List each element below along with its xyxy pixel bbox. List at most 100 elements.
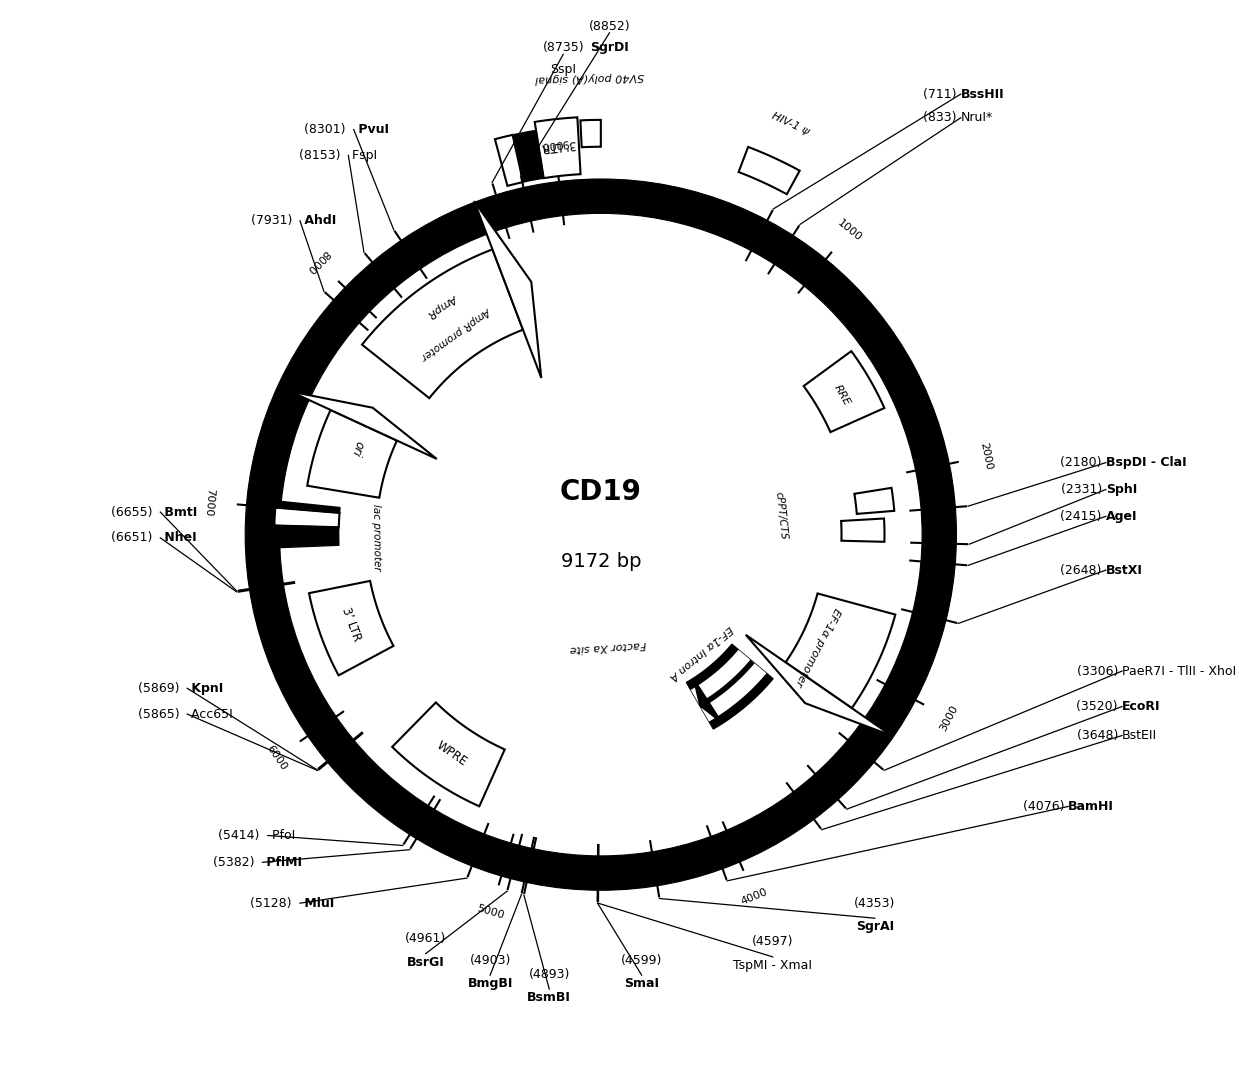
Text: BstXI: BstXI: [1106, 564, 1142, 577]
Text: lac promoter: lac promoter: [370, 504, 382, 571]
Text: AmpR: AmpR: [426, 292, 460, 320]
Text: (7931): (7931): [250, 215, 300, 228]
Polygon shape: [291, 392, 436, 459]
Text: (5414): (5414): [218, 829, 268, 842]
Text: (2648): (2648): [1061, 564, 1106, 577]
Text: KpnI: KpnI: [187, 681, 223, 694]
Text: 7000: 7000: [203, 488, 216, 516]
Text: 3’ LTR: 3’ LTR: [339, 606, 363, 644]
Text: EcoRI: EcoRI: [1123, 700, 1161, 713]
Text: NruI*: NruI*: [960, 111, 992, 124]
Polygon shape: [494, 135, 523, 186]
Text: (711): (711): [923, 87, 960, 100]
Text: 8000: 8000: [305, 248, 331, 275]
Text: (5865): (5865): [138, 707, 187, 720]
Text: 4000: 4000: [740, 887, 769, 907]
Polygon shape: [841, 518, 885, 542]
Text: (4893): (4893): [529, 968, 570, 981]
Polygon shape: [694, 678, 722, 724]
Polygon shape: [362, 249, 523, 399]
Text: SphI: SphI: [1106, 483, 1137, 496]
Text: 6000: 6000: [265, 743, 289, 772]
Polygon shape: [746, 635, 892, 735]
Polygon shape: [475, 201, 541, 378]
Text: SmaI: SmaI: [624, 977, 659, 990]
Text: cPPT/CTS: cPPT/CTS: [774, 491, 789, 540]
Text: (6651): (6651): [112, 531, 160, 544]
Text: ori: ori: [348, 438, 366, 458]
Text: (5382): (5382): [213, 855, 263, 868]
Polygon shape: [580, 120, 601, 147]
Text: 9172 bp: 9172 bp: [560, 552, 641, 571]
Text: (2180): (2180): [1061, 456, 1106, 469]
Polygon shape: [274, 526, 339, 548]
Text: PfoI: PfoI: [268, 829, 295, 842]
Polygon shape: [855, 488, 895, 514]
Polygon shape: [804, 351, 885, 432]
Text: (4076): (4076): [1022, 800, 1068, 813]
Text: (8735): (8735): [543, 41, 584, 54]
Text: BssHII: BssHII: [960, 87, 1005, 100]
Text: BstEII: BstEII: [1123, 729, 1157, 742]
Text: TspMI - XmaI: TspMI - XmaI: [733, 959, 813, 972]
Text: (4597): (4597): [752, 935, 793, 948]
Polygon shape: [309, 581, 394, 675]
Text: AgeI: AgeI: [1106, 510, 1137, 523]
Text: 5000: 5000: [476, 904, 506, 921]
Text: (6655): (6655): [110, 505, 160, 518]
Polygon shape: [686, 645, 773, 729]
Text: (2331): (2331): [1061, 483, 1106, 496]
Text: (8301): (8301): [305, 123, 353, 136]
Text: 1000: 1000: [835, 217, 864, 243]
Text: AmpR promoter: AmpR promoter: [419, 305, 492, 362]
Polygon shape: [245, 179, 957, 890]
Polygon shape: [738, 147, 799, 194]
Polygon shape: [275, 501, 339, 513]
Text: EF-1α Intron A: EF-1α Intron A: [667, 624, 733, 683]
Text: Acc65I: Acc65I: [187, 707, 233, 720]
Text: (4961): (4961): [405, 932, 446, 945]
Text: HIV-1 ψ: HIV-1 ψ: [769, 111, 810, 137]
Text: PaeR7I - TlII - XhoI: PaeR7I - TlII - XhoI: [1123, 664, 1237, 677]
Text: 3000: 3000: [938, 703, 960, 732]
Polygon shape: [307, 410, 396, 498]
Text: BsmBI: BsmBI: [528, 991, 571, 1004]
Text: 9000: 9000: [540, 137, 569, 151]
Text: EF-1α promoter: EF-1α promoter: [793, 606, 841, 688]
Text: 3' LTR: 3' LTR: [541, 137, 577, 154]
Text: (5869): (5869): [138, 681, 187, 694]
Text: FspI: FspI: [348, 149, 378, 162]
Polygon shape: [274, 508, 339, 527]
Text: (5128): (5128): [250, 896, 300, 909]
Text: (4599): (4599): [621, 954, 663, 967]
Polygon shape: [514, 131, 544, 181]
Text: BspDI - ClaI: BspDI - ClaI: [1106, 456, 1187, 469]
Text: BamHI: BamHI: [1068, 800, 1114, 813]
Text: (8852): (8852): [589, 19, 631, 32]
Text: BmtI: BmtI: [160, 505, 197, 518]
Text: SgrDI: SgrDI: [590, 41, 629, 54]
Text: (4903): (4903): [470, 954, 510, 967]
Text: (3520): (3520): [1077, 700, 1123, 713]
Text: NheI: NheI: [160, 531, 197, 544]
Text: CD19: CD19: [560, 477, 642, 505]
Text: MluI: MluI: [300, 896, 335, 909]
Text: BmgBI: BmgBI: [467, 977, 513, 990]
Text: SgrAI: SgrAI: [856, 920, 893, 933]
Text: SspI: SspI: [550, 63, 576, 76]
Text: (8153): (8153): [299, 149, 348, 162]
Text: WPRE: WPRE: [434, 739, 470, 769]
Text: RRE: RRE: [831, 382, 851, 407]
Text: PvuI: PvuI: [353, 123, 389, 136]
Text: (3306): (3306): [1077, 664, 1123, 677]
Text: PflMI: PflMI: [263, 855, 302, 868]
Text: (833): (833): [923, 111, 960, 124]
Polygon shape: [690, 650, 767, 721]
Text: SV40 poly(A) signal: SV40 poly(A) signal: [535, 70, 644, 83]
Text: (4353): (4353): [854, 896, 896, 909]
Text: Factor Xa site: Factor Xa site: [570, 638, 647, 653]
Text: 2000: 2000: [979, 442, 994, 471]
Text: BsrGI: BsrGI: [406, 956, 445, 969]
Text: AhdI: AhdI: [300, 215, 336, 228]
Text: (3648): (3648): [1077, 729, 1123, 742]
